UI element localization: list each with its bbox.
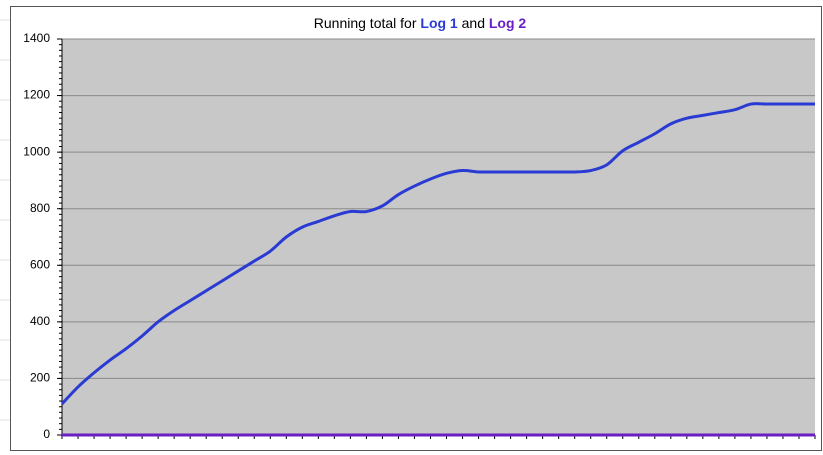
sheet-grid [0,19,10,421]
title-part: Running total for [314,15,417,31]
plot-area [62,39,815,435]
title-part: and [462,15,485,31]
y-tick-label: 800 [30,201,50,215]
y-tick-label: 1200 [23,88,50,102]
title-series: Log 1 [420,15,458,31]
y-tick-label: 400 [30,314,50,328]
title-series: Log 2 [489,15,527,31]
y-tick-label: 1400 [23,31,50,45]
chart-title: Running total for Log 1 and Log 2 [314,15,527,31]
y-tick-label: 1000 [23,144,50,158]
y-tick-label: 600 [30,257,50,271]
y-tick-label: 200 [30,371,50,385]
y-tick-label: 0 [43,427,50,441]
series-line [60,102,815,405]
